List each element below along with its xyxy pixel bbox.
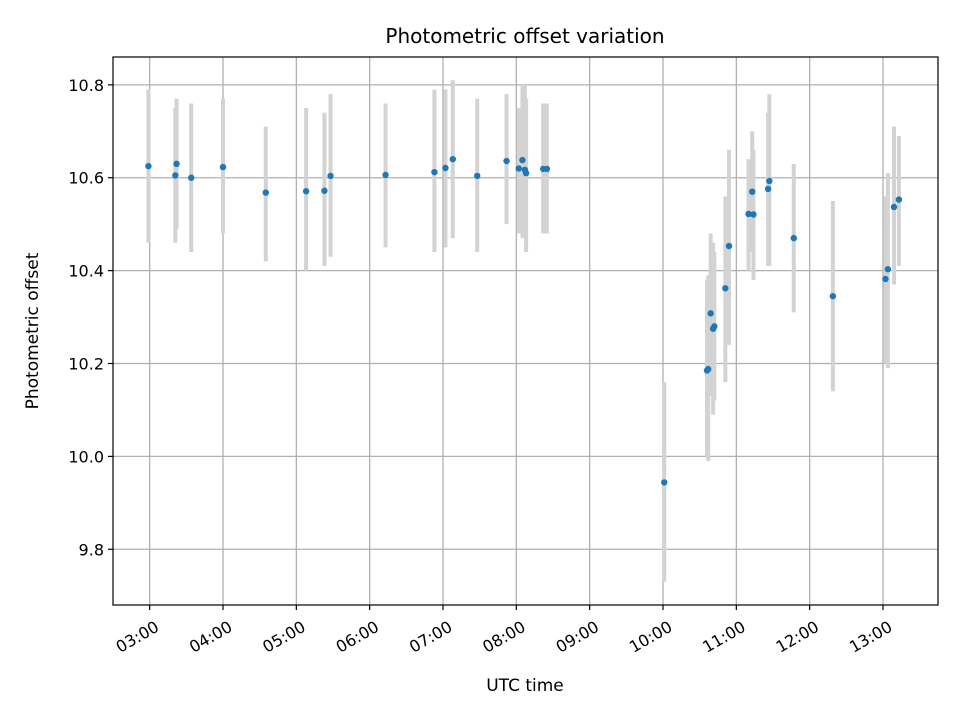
- data-point: [884, 266, 892, 273]
- y-tick-label: 9.8: [79, 540, 104, 559]
- data-point: [745, 210, 752, 218]
- data-point: [707, 310, 714, 317]
- plot-frame: [112, 56, 939, 606]
- data-point: [725, 242, 733, 250]
- data-point: [829, 292, 837, 300]
- y-axis-ticks: 9.8 10.0 10.2 10.4 10.6 10.8: [68, 76, 113, 559]
- data-point: [188, 174, 195, 181]
- y-tick-label: 10.4: [68, 262, 104, 281]
- data-point: [515, 165, 522, 172]
- x-axis-label: UTC time: [486, 676, 564, 696]
- data-point: [711, 323, 718, 330]
- data-point: [790, 234, 797, 242]
- data-point: [262, 189, 269, 196]
- data-point: [474, 172, 481, 180]
- data-point: [302, 188, 310, 195]
- data-point: [750, 211, 757, 218]
- data-point: [145, 162, 152, 170]
- data-point: [449, 155, 456, 163]
- data-point: [661, 479, 668, 486]
- data-point: [382, 171, 389, 179]
- y-tick-label: 10.0: [68, 447, 104, 466]
- data-point: [543, 165, 551, 173]
- y-tick-label: 10.8: [68, 76, 104, 95]
- data-point: [519, 156, 526, 164]
- data-point: [895, 196, 903, 203]
- data-point: [219, 163, 227, 171]
- data-point: [882, 275, 889, 283]
- data-point: [722, 285, 729, 292]
- data-point: [522, 169, 530, 177]
- data-point: [172, 172, 179, 179]
- y-axis-label: Photometric offset: [23, 252, 43, 409]
- data-point: [321, 187, 328, 194]
- y-tick-label: 10.6: [68, 169, 104, 188]
- data-point: [431, 168, 438, 176]
- data-point: [442, 164, 449, 172]
- data-point: [764, 185, 772, 193]
- data-point: [890, 203, 898, 211]
- data-point: [503, 157, 510, 165]
- data-point: [173, 160, 180, 168]
- data-point: [749, 188, 756, 195]
- chart-title: Photometric offset variation: [385, 24, 664, 48]
- data-point: [327, 172, 334, 180]
- y-tick-label: 10.2: [68, 355, 104, 374]
- data-points: [145, 155, 903, 486]
- data-point: [705, 365, 712, 373]
- data-point: [766, 177, 773, 185]
